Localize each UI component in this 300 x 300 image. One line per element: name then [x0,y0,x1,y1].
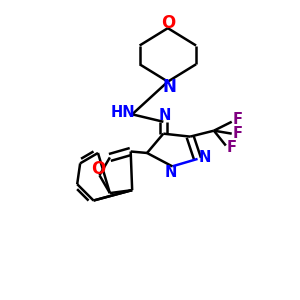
Text: HN: HN [111,105,136,120]
Text: O: O [91,160,105,178]
Text: F: F [233,126,243,141]
Text: N: N [159,108,171,123]
Text: O: O [161,14,175,32]
Text: N: N [162,78,176,96]
Text: N: N [165,165,177,180]
Text: N: N [199,150,211,165]
Text: F: F [227,140,237,155]
Text: F: F [233,112,243,127]
